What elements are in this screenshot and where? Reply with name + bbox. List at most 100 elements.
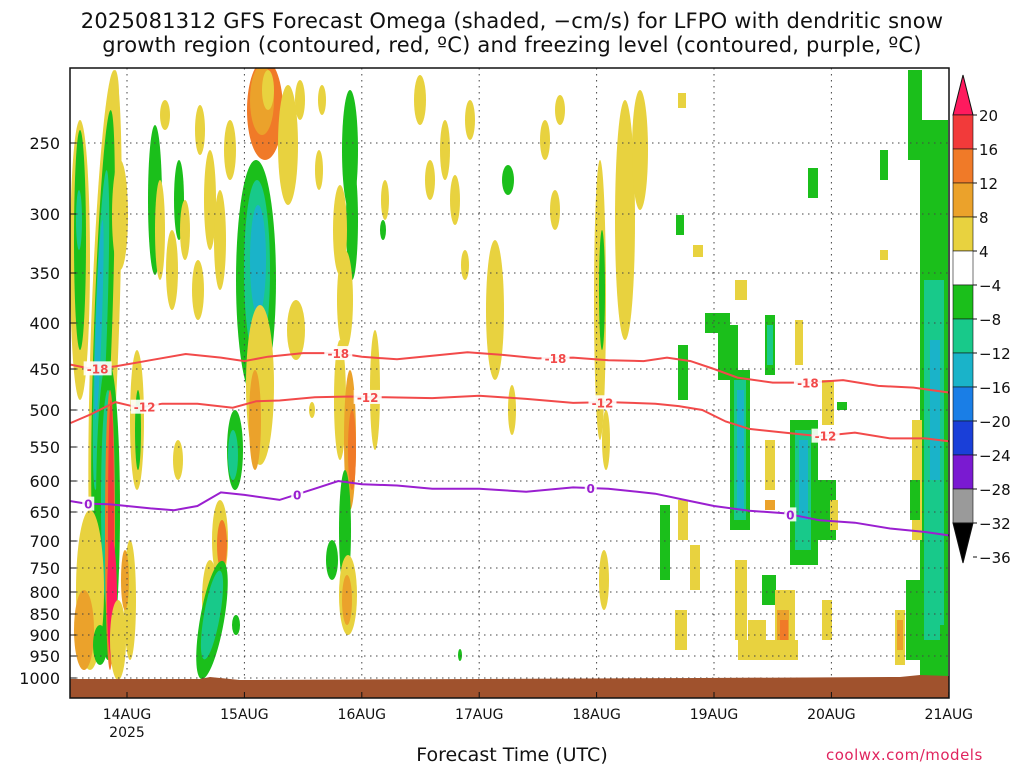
x-tick-label: 14AUG [103,707,152,723]
x-tick-label: 15AUG [220,707,269,723]
y-tick-label: 300 [29,205,60,224]
omega-shade-blob [111,70,119,120]
contour-label: -12 [357,391,379,405]
chart-title-line-2: growth region (contoured, red, ºC) and f… [102,33,922,57]
omega-shade-cell [762,575,776,605]
omega-shade-blob [262,70,274,110]
omega-shade-blob [333,185,347,275]
omega-shade-cell [906,580,922,660]
y-axis: 250 300 350 400 450 500 550 600 650 700 750 800 850 9… [19,134,76,688]
contour-label: -12 [134,401,156,415]
contour-label-bg [324,346,353,361]
y-tick-label: 800 [29,583,60,602]
y-tick-label: 400 [29,314,60,333]
plot-frame [69,67,950,699]
omega-shade-blob [337,250,353,350]
omega-shade-blob [326,540,338,580]
omega-shade-blob [76,190,82,250]
omega-shade-blob [425,160,435,200]
y-tick-label: 950 [29,647,60,666]
contour-line-temp-12 [70,394,949,443]
contour-label-bg [353,389,382,404]
omega-shade-blob [309,402,315,418]
omega-shade-cell [735,560,747,640]
omega-shade-blob [160,100,170,130]
omega-shade-cell [735,280,747,300]
y-tick-label: 500 [29,401,60,420]
colorbar-label: 8 [979,209,989,227]
omega-shade-blob [318,85,326,115]
y-tick-label: 1000 [19,669,60,688]
colorbar: 20 16 12 8 4 −4 −8 −12 −16 −20 −24 −28 −32 −36 [952,74,1011,567]
omega-shade-blob [342,575,352,625]
omega-shade-blob [348,410,356,490]
omega-shade-cell [897,620,903,650]
omega-shade-blob [540,120,550,160]
colorbar-label: −4 [979,277,1001,295]
colorbar-label: 12 [979,175,998,193]
omega-shade-blob [615,100,635,340]
y-tick-label: 250 [29,134,60,153]
y-tick-label: 450 [29,360,60,379]
omega-shade-cell [880,250,888,260]
colorbar-label: −28 [979,481,1011,499]
contour-label: -18 [327,347,349,361]
contour-label-bg [541,350,570,365]
x-axis-label: Forecast Time (UTC) [416,744,608,766]
contour-label-bg [130,399,159,414]
colorbar-segment [952,114,974,150]
omega-shade-blob [381,180,389,220]
omega-shade-cell [799,440,808,520]
omega-shade-blob [458,649,462,661]
omega-shade-cell [837,402,847,410]
omega-shade-blob [195,105,205,155]
omega-shade-cell [910,480,920,520]
contour-label-bg [83,361,112,376]
credit-link[interactable]: coolwx.com/models [826,746,983,764]
colorbar-bottom-arrow [952,522,974,564]
omega-shade-blob [486,240,504,380]
omega-shade-cell [822,380,834,425]
contour-label-bg [588,395,617,410]
omega-shade-cell [737,390,744,510]
contour-label-bg [793,375,822,390]
omega-shade-cell [940,625,948,655]
y-tick-label: 550 [29,438,60,457]
y-tick-label: 650 [29,503,60,522]
contour-label: 0 [587,482,595,496]
omega-shade-blob [502,165,514,195]
omega-shade-blob [295,80,305,120]
omega-shade-cell [660,505,670,580]
omega-shade-blob [599,550,609,610]
omega-shade-cell [808,168,818,198]
omega-shade-blob [278,85,298,205]
contour-label: -12 [592,396,614,410]
omega-shade-blob [155,180,165,280]
omega-shade-blob [465,100,475,140]
omega-shade-blob [555,95,565,125]
contour-label-bg [784,507,797,522]
colorbar-label: 20 [979,107,998,125]
omega-shade-blob [461,250,469,280]
colorbar-segment [952,318,974,354]
y-tick-label: 750 [29,559,60,578]
colorbar-label: 4 [979,243,989,261]
omega-shade-cell [678,345,688,400]
contour-label-bg [811,428,840,443]
y-tick-label: 350 [29,264,60,283]
omega-shade-blob [112,160,128,270]
omega-shade-blob [599,230,605,350]
contour-label: 0 [293,488,301,502]
colorbar-label: −36 [979,549,1011,567]
x-tick-label: 16AUG [338,707,387,723]
colorbar-label: −24 [979,447,1011,465]
omega-shade-blob [250,205,266,315]
colorbar-top-arrow [952,74,974,116]
omega-shade-cell [678,500,688,540]
omega-shade-cell [765,440,775,490]
colorbar-segment [952,250,974,286]
omega-shade-cell [780,620,788,640]
omega-shade-cell [830,500,838,530]
omega-shade-blob [166,230,178,310]
omega-shade-blob [228,430,238,480]
